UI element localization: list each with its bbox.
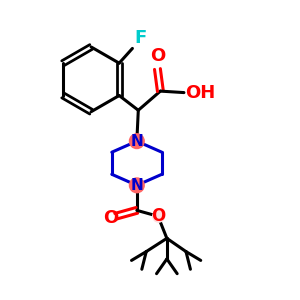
Text: N: N [130,178,143,193]
Text: N: N [130,134,143,149]
Text: O: O [152,207,166,225]
Text: F: F [134,29,146,47]
Circle shape [130,134,144,148]
Circle shape [153,210,164,222]
Text: OH: OH [185,84,216,102]
Text: O: O [150,46,165,64]
Circle shape [130,178,144,193]
Text: O: O [103,209,118,227]
